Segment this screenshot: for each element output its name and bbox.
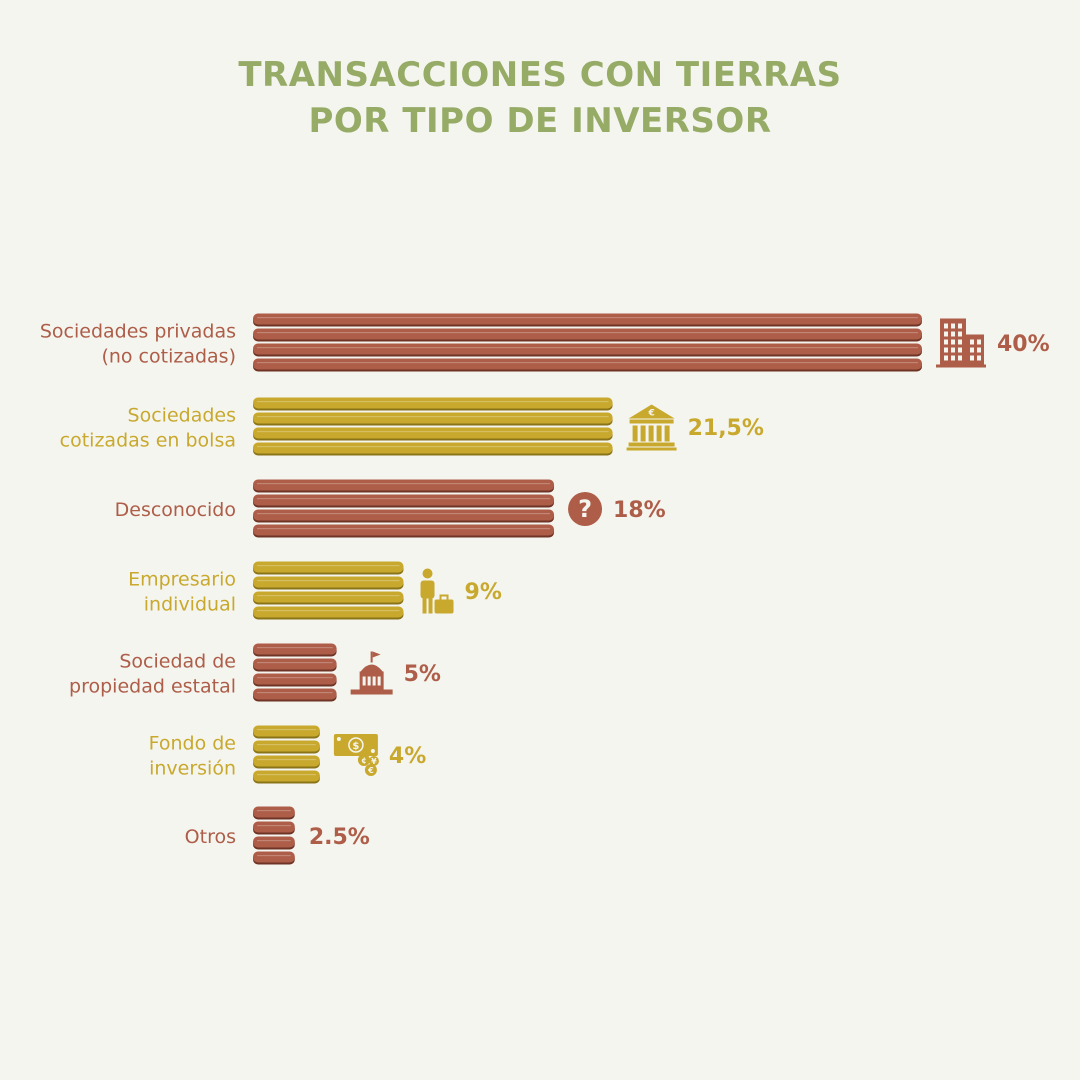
- bar: [253, 725, 320, 784]
- businessman-icon: [420, 568, 454, 614]
- money-bill-icon: $¢ ¥€: [333, 734, 379, 776]
- bar-row: Fondo de inversión $¢ ¥€4%: [149, 725, 426, 784]
- bank-euro-icon: €: [626, 404, 677, 451]
- bar-row: Desconocido? 18%: [115, 479, 666, 538]
- question-icon: ?: [568, 492, 603, 526]
- bar: [253, 643, 337, 702]
- bar-row: Sociedades cotizadas en bolsa €21,5%: [60, 397, 764, 456]
- category-label: Sociedad de propiedad estatal: [69, 651, 236, 698]
- category-label: Sociedades cotizadas en bolsa: [60, 405, 236, 452]
- bar-row: Otros 2.5%: [185, 806, 370, 865]
- chart-title: TRANSACCIONES CON TIERRAS POR TIPO DE IN…: [0, 52, 1080, 144]
- chart-title-line-1: TRANSACCIONES CON TIERRAS: [238, 55, 842, 95]
- bar-row: Empresario individual 9%: [128, 561, 502, 620]
- category-label: Fondo de inversión: [149, 733, 236, 780]
- category-label: Desconocido: [115, 499, 236, 521]
- bar: [253, 397, 613, 456]
- svg-text:€: €: [367, 766, 374, 775]
- svg-text:$: $: [352, 741, 359, 752]
- value-label: 5%: [404, 662, 441, 687]
- svg-text:?: ?: [578, 495, 592, 523]
- category-label: Empresario individual: [128, 569, 236, 616]
- office-buildings-icon: [936, 318, 986, 368]
- value-label: 21,5%: [688, 416, 764, 441]
- value-label: 18%: [613, 498, 666, 523]
- svg-text:€: €: [647, 409, 654, 419]
- bar-row: Sociedad de propiedad estatal 5%: [69, 643, 441, 702]
- value-label: 4%: [389, 744, 426, 769]
- bar: [253, 479, 555, 538]
- svg-text:¢: ¢: [361, 756, 367, 765]
- value-label: 9%: [465, 580, 502, 605]
- category-label: Sociedades privadas (no cotizadas): [40, 321, 236, 368]
- category-label: Otros: [185, 826, 236, 848]
- bar: [253, 561, 404, 620]
- value-label: 40%: [997, 332, 1050, 357]
- value-label: 2.5%: [309, 825, 370, 850]
- bar: [253, 806, 295, 865]
- government-building-icon: [350, 651, 393, 695]
- bar: [253, 313, 922, 372]
- bar-row: Sociedades privadas (no cotizadas) 40%: [40, 313, 1050, 372]
- chart-title-line-2: POR TIPO DE INVERSOR: [308, 101, 772, 141]
- svg-text:¥: ¥: [371, 757, 377, 766]
